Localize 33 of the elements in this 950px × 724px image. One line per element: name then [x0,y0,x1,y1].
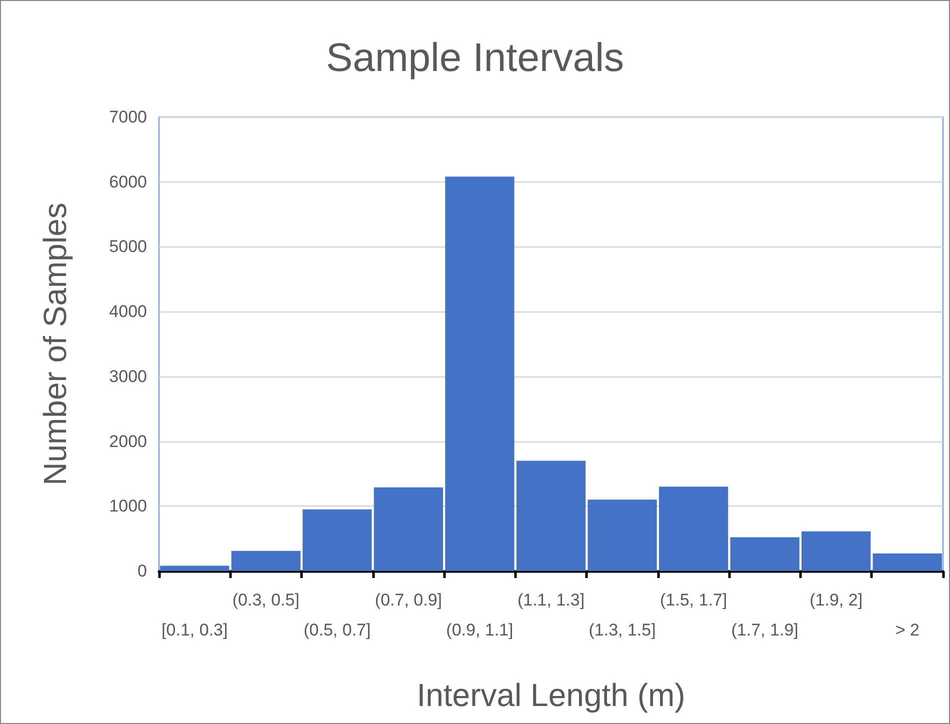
y-tick-label: 4000 [109,302,147,322]
x-tick-label: (1.3, 1.5] [588,620,656,640]
bar [445,176,514,571]
x-tick-label: (0.7, 0.9] [374,590,442,610]
y-tick-label: 2000 [109,432,147,451]
x-tick-label: > 2 [895,620,920,640]
bar [516,460,586,571]
bar [802,531,871,571]
y-tick-label: 0 [138,562,147,580]
x-tick-label: [0.1, 0.3] [162,620,228,640]
y-tick-label: 7000 [109,108,147,126]
x-tick-label: (1.1, 1.3] [517,590,585,610]
bar [231,550,300,571]
bar [160,566,230,571]
y-axis-title: Number of Samples [37,202,73,486]
chart-title: Sample Intervals [326,36,624,80]
x-tick-label: (1.5, 1.7] [660,590,728,610]
bar [658,486,728,571]
x-tick-label: (0.3, 0.5] [232,590,300,610]
x-tick-label: (0.9, 1.1] [446,620,514,640]
y-tick-label: 3000 [109,366,147,386]
x-tick-label: (1.9, 2] [810,590,863,610]
bar [374,487,444,571]
x-tick-label: (0.5, 0.7] [304,620,371,640]
y-tick-label: 6000 [109,172,147,192]
bar [730,537,800,571]
y-tick-label: 1000 [109,496,147,516]
bar [872,553,942,571]
x-tick-label: (1.7, 1.9] [731,620,798,640]
bar [588,500,657,571]
x-axis-title: Interval Length (m) [416,677,686,713]
bar [302,509,372,571]
y-tick-label: 5000 [109,237,147,256]
